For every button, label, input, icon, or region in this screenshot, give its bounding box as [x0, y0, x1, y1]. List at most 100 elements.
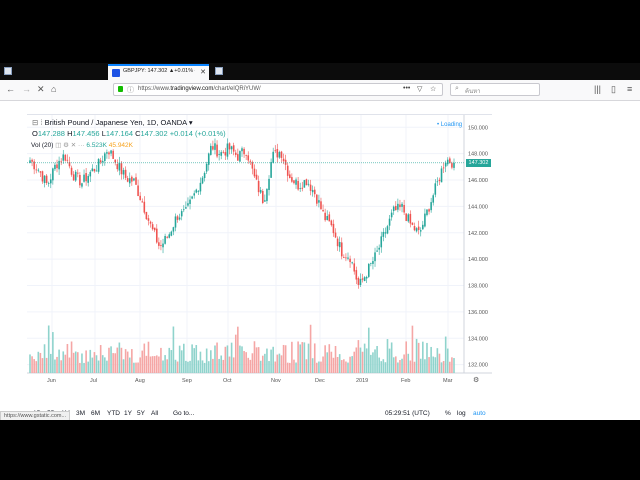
collapse-legend-icon[interactable]: ⊟ [32, 118, 39, 127]
x-tick-label: Oct [223, 378, 232, 384]
volume-bar [191, 344, 193, 373]
volume-bar [126, 351, 129, 373]
forward-icon[interactable]: → [22, 84, 31, 94]
x-tick-label: Feb [401, 378, 410, 384]
candle [153, 227, 156, 231]
bookmark-star-icon[interactable]: ☆ [430, 86, 437, 93]
candle [97, 159, 100, 172]
close-tab-icon[interactable]: ✕ [200, 69, 206, 76]
candle [293, 180, 295, 184]
next-tab-icon[interactable] [215, 67, 223, 75]
volume-bar [413, 361, 416, 373]
candle [224, 152, 227, 156]
volume-bar [162, 360, 164, 373]
volume-legend[interactable]: Vol (20) ◫ ⚙ ✕ ··· 6.523K 45.942K [31, 141, 133, 149]
url-bar[interactable]: ⓘ https://www.tradingview.com/chart/elQR… [113, 83, 443, 96]
candle [299, 188, 301, 189]
price-chart[interactable]: 150.000 148.000 146.000 144.000 142.000 140.0… [27, 115, 492, 389]
volume-bar [120, 347, 123, 373]
symbol-legend[interactable]: ⊟ ⁞ British Pound / Japanese Yen, 1D, OA… [32, 118, 193, 127]
sidebar-icon[interactable]: ▯ [611, 84, 616, 94]
volume-bar [180, 350, 183, 373]
volume-bar [261, 355, 264, 373]
menu-icon[interactable]: ≡ [627, 84, 633, 94]
volume-bar [370, 354, 372, 373]
candle [280, 151, 283, 158]
pocket-icon[interactable]: ▽ [417, 86, 423, 93]
candle [301, 187, 304, 189]
candle [403, 204, 405, 213]
back-icon[interactable]: ← [6, 84, 15, 94]
candle [305, 179, 308, 186]
candle [178, 217, 181, 220]
volume-bar [110, 346, 112, 373]
candle [205, 163, 208, 172]
candle [172, 227, 175, 232]
close-label: C [135, 129, 141, 138]
active-tab[interactable]: GBPJPY: 147.302 ▲+0.01% — U ✕ [108, 64, 209, 80]
goto-button[interactable]: Go to... [173, 410, 195, 417]
volume-bar [64, 354, 67, 373]
timeframe-all-button[interactable]: All [151, 410, 159, 417]
candle [407, 214, 410, 222]
volume-bar [417, 342, 420, 373]
volume-bar [343, 359, 345, 373]
y-tick-label: 134.000 [468, 336, 488, 342]
volume-bar [108, 347, 110, 373]
timeframe-3m-button[interactable]: 3M [76, 410, 86, 417]
volume-bar [415, 338, 418, 373]
volume-bar [384, 362, 387, 373]
candle [183, 209, 185, 211]
timeframe-6m-button[interactable]: 6M [91, 410, 101, 417]
search-bar[interactable]: ⌕ ค้นหา [450, 83, 540, 96]
stop-reload-icon[interactable]: ✕ [37, 84, 45, 94]
high-value: 147.456 [72, 129, 100, 138]
volume-bar [47, 325, 50, 373]
candle [79, 174, 81, 186]
site-info-icon[interactable]: ⓘ [127, 87, 134, 94]
pinned-tab-icon[interactable] [4, 67, 12, 75]
home-icon[interactable]: ⌂ [51, 84, 57, 94]
chart-panel[interactable]: 150.000 148.000 146.000 144.000 142.000 140.0… [27, 114, 492, 404]
chevron-down-icon[interactable]: ▾ [188, 118, 193, 127]
timeframe-5y-button[interactable]: 5Y [137, 410, 145, 417]
volume-bar [278, 353, 281, 373]
candle [272, 151, 274, 163]
candle [303, 180, 306, 188]
candle [99, 160, 102, 163]
volume-bar [170, 350, 173, 373]
candle [176, 216, 179, 220]
candle [35, 169, 38, 171]
candle [199, 182, 202, 192]
volume-settings-icons[interactable]: ◫ ⚙ ✕ ··· [55, 142, 85, 149]
last-price-tag: 147.302 [466, 158, 491, 167]
library-icon[interactable]: ||| [594, 84, 602, 94]
volume-bar [203, 362, 206, 373]
candle [47, 182, 50, 184]
auto-toggle[interactable]: auto [473, 410, 486, 417]
candle [442, 167, 445, 169]
candle [436, 181, 439, 183]
volume-bar [97, 360, 100, 373]
candle [284, 159, 287, 165]
timeframe-1y-button[interactable]: 1Y [124, 410, 132, 417]
lock-icon [118, 86, 123, 92]
log-toggle[interactable]: log [457, 410, 466, 417]
candle [365, 276, 368, 279]
candle [380, 236, 383, 248]
volume-bar [201, 360, 204, 373]
volume-bar [212, 358, 214, 373]
page-actions-icon[interactable]: ••• [403, 85, 411, 92]
volume-bar [363, 343, 366, 373]
volume-bar [187, 361, 189, 373]
candle [216, 144, 218, 157]
volume-bar [330, 351, 333, 373]
timeframe-ytd-button[interactable]: YTD [107, 410, 120, 417]
candle [43, 175, 46, 184]
candle [70, 167, 73, 175]
volume-bar [81, 353, 83, 373]
candle [128, 178, 131, 184]
volume-value: 6.523K [86, 142, 107, 149]
utc-time-display[interactable]: 05:29:51 (UTC) [385, 410, 430, 417]
percent-toggle[interactable]: % [445, 410, 451, 417]
